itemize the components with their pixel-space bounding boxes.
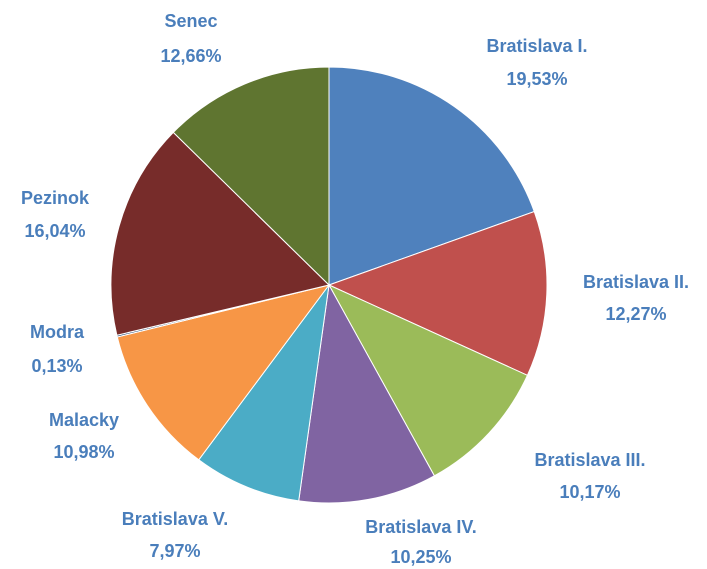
- pie-slice: [198, 284, 330, 502]
- slice-label: Malacky: [49, 410, 119, 430]
- slice-value-label: 12,66%: [160, 46, 221, 66]
- pie-slice: [116, 284, 331, 461]
- pie-slice: [328, 66, 535, 286]
- slice-value-label: 16,04%: [24, 221, 85, 241]
- pie-slice: [298, 283, 436, 504]
- slice-label: Senec: [164, 11, 217, 31]
- slice-value-label: 7,97%: [149, 541, 200, 561]
- slice-label: Bratislava V.: [122, 509, 228, 529]
- pie-slice: [172, 66, 330, 287]
- slice-label: Modra: [30, 322, 85, 342]
- slice-label: Pezinok: [21, 188, 90, 208]
- slice-value-label: 10,98%: [53, 442, 114, 462]
- slice-label: Bratislava III.: [534, 450, 645, 470]
- pie-slice: [110, 131, 330, 336]
- slice-value-label: 19,53%: [506, 69, 567, 89]
- slice-label: Bratislava I.: [486, 36, 587, 56]
- slice-value-label: 12,27%: [605, 304, 666, 324]
- slice-label: Bratislava IV.: [365, 517, 476, 537]
- slice-label: Bratislava II.: [583, 272, 689, 292]
- slice-value-label: 0,13%: [31, 356, 82, 376]
- slice-value-label: 10,17%: [559, 482, 620, 502]
- slice-value-label: 10,25%: [390, 547, 451, 567]
- pie-slice: [327, 210, 548, 376]
- pie-slice: [327, 283, 529, 477]
